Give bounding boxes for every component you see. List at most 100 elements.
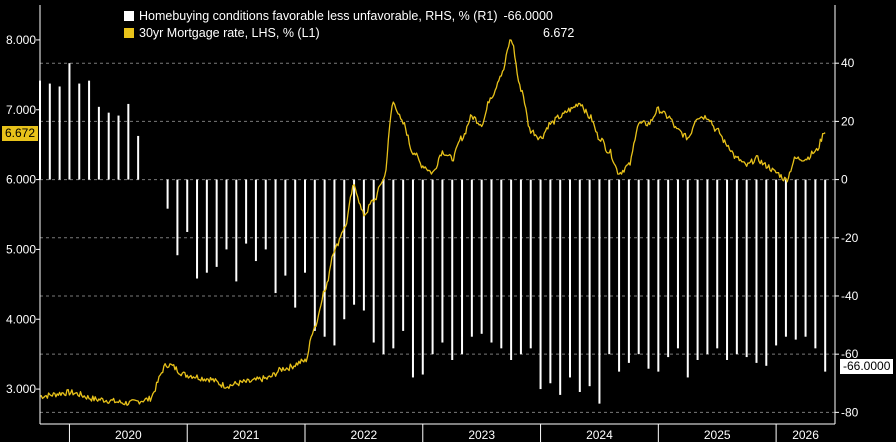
- bar: [205, 179, 208, 273]
- bar: [176, 179, 179, 256]
- bar: [569, 179, 571, 378]
- axes: 3.000 4.000 5.000 6.000 7.000 8.000 -80 -60 -40 -…: [6, 5, 859, 442]
- legend: Homebuying conditions favorable less unf…: [124, 7, 574, 41]
- x-tick-label: 2020: [115, 428, 142, 442]
- bar: [598, 179, 601, 404]
- bar: [88, 80, 91, 180]
- bar: [58, 86, 61, 180]
- bar: [814, 179, 817, 349]
- bar: [657, 179, 660, 372]
- bar: [362, 179, 365, 311]
- bar: [137, 135, 140, 180]
- right-tick-label: -40: [841, 289, 859, 303]
- bar: [372, 179, 375, 343]
- bar: [647, 179, 650, 369]
- left-tick-label: 3.000: [6, 382, 36, 396]
- x-tick-label: 2026: [792, 428, 819, 442]
- bar: [254, 179, 257, 262]
- bar: [726, 179, 729, 360]
- left-tick-label: 8.000: [6, 33, 36, 47]
- bar: [323, 179, 326, 337]
- bar: [804, 179, 807, 337]
- legend-label-line: 30yr Mortgage rate, LHS, % (L1): [139, 25, 320, 40]
- grid-layer: [40, 62, 835, 413]
- bar: [686, 179, 689, 378]
- bar: [490, 179, 493, 343]
- bar: [78, 83, 81, 180]
- bar: [264, 179, 267, 250]
- bar: [716, 179, 719, 349]
- bar: [392, 179, 395, 349]
- bar: [402, 179, 405, 331]
- bar: [676, 179, 679, 349]
- bar: [637, 179, 640, 355]
- bar: [107, 112, 110, 180]
- legend-swatch-bars: [124, 10, 134, 21]
- x-tick-label: 2022: [351, 428, 378, 442]
- bar: [470, 179, 473, 337]
- bar: [588, 179, 591, 387]
- bar: [519, 179, 522, 355]
- bar: [775, 179, 778, 346]
- bar: [500, 179, 503, 349]
- right-tick-label: 0: [841, 173, 848, 187]
- bar: [441, 179, 444, 343]
- last-value-badge-right: -66.0000: [840, 359, 894, 374]
- bar: [618, 179, 621, 372]
- bar: [411, 179, 414, 378]
- legend-label-bars: Homebuying conditions favorable less unf…: [139, 8, 498, 23]
- bar-series: [39, 63, 827, 404]
- bar: [765, 179, 768, 366]
- bar: [304, 179, 306, 273]
- bar: [549, 179, 552, 384]
- right-tick-label: 20: [841, 114, 855, 128]
- bar: [539, 179, 542, 390]
- bar: [343, 179, 346, 320]
- mortgage-rate-line: [39, 39, 826, 406]
- bar: [284, 179, 287, 276]
- bar: [48, 83, 51, 180]
- bar: [313, 179, 316, 331]
- bar: [353, 179, 356, 305]
- bar: [421, 179, 424, 375]
- left-tick-label: 5.000: [6, 242, 36, 256]
- bar: [745, 179, 748, 358]
- bar: [755, 179, 758, 363]
- left-tick-label: 7.000: [6, 103, 36, 117]
- bar: [706, 179, 709, 355]
- bar: [294, 179, 297, 308]
- bar: [382, 179, 385, 355]
- right-tick-label: -60: [841, 347, 859, 361]
- bar: [451, 179, 454, 360]
- bar: [559, 179, 562, 395]
- bar: [578, 179, 581, 392]
- bar: [196, 179, 199, 279]
- bar: [431, 179, 434, 355]
- left-tick-label: 4.000: [6, 312, 36, 326]
- bar: [127, 103, 130, 180]
- x-tick-label: 2021: [233, 428, 260, 442]
- legend-value-line: 6.672: [543, 25, 575, 40]
- legend-item-bars: Homebuying conditions favorable less unf…: [124, 7, 574, 24]
- bar: [225, 179, 228, 250]
- bar: [186, 179, 189, 232]
- legend-item-line: 30yr Mortgage rate, LHS, % (L1) 6.672: [124, 24, 574, 41]
- bar: [735, 179, 738, 355]
- bar: [274, 179, 277, 294]
- bar: [68, 63, 71, 180]
- x-tick-label: 2025: [704, 428, 731, 442]
- bar: [166, 179, 169, 209]
- bar: [97, 106, 100, 180]
- right-tick-label: -20: [841, 231, 859, 245]
- x-tick-label: 2023: [468, 428, 495, 442]
- bar: [696, 179, 699, 360]
- bar: [529, 179, 532, 349]
- bar: [627, 179, 630, 363]
- bar: [333, 179, 336, 346]
- bar: [608, 179, 611, 355]
- bar: [480, 179, 483, 334]
- bar: [784, 179, 787, 337]
- bar: [667, 179, 670, 358]
